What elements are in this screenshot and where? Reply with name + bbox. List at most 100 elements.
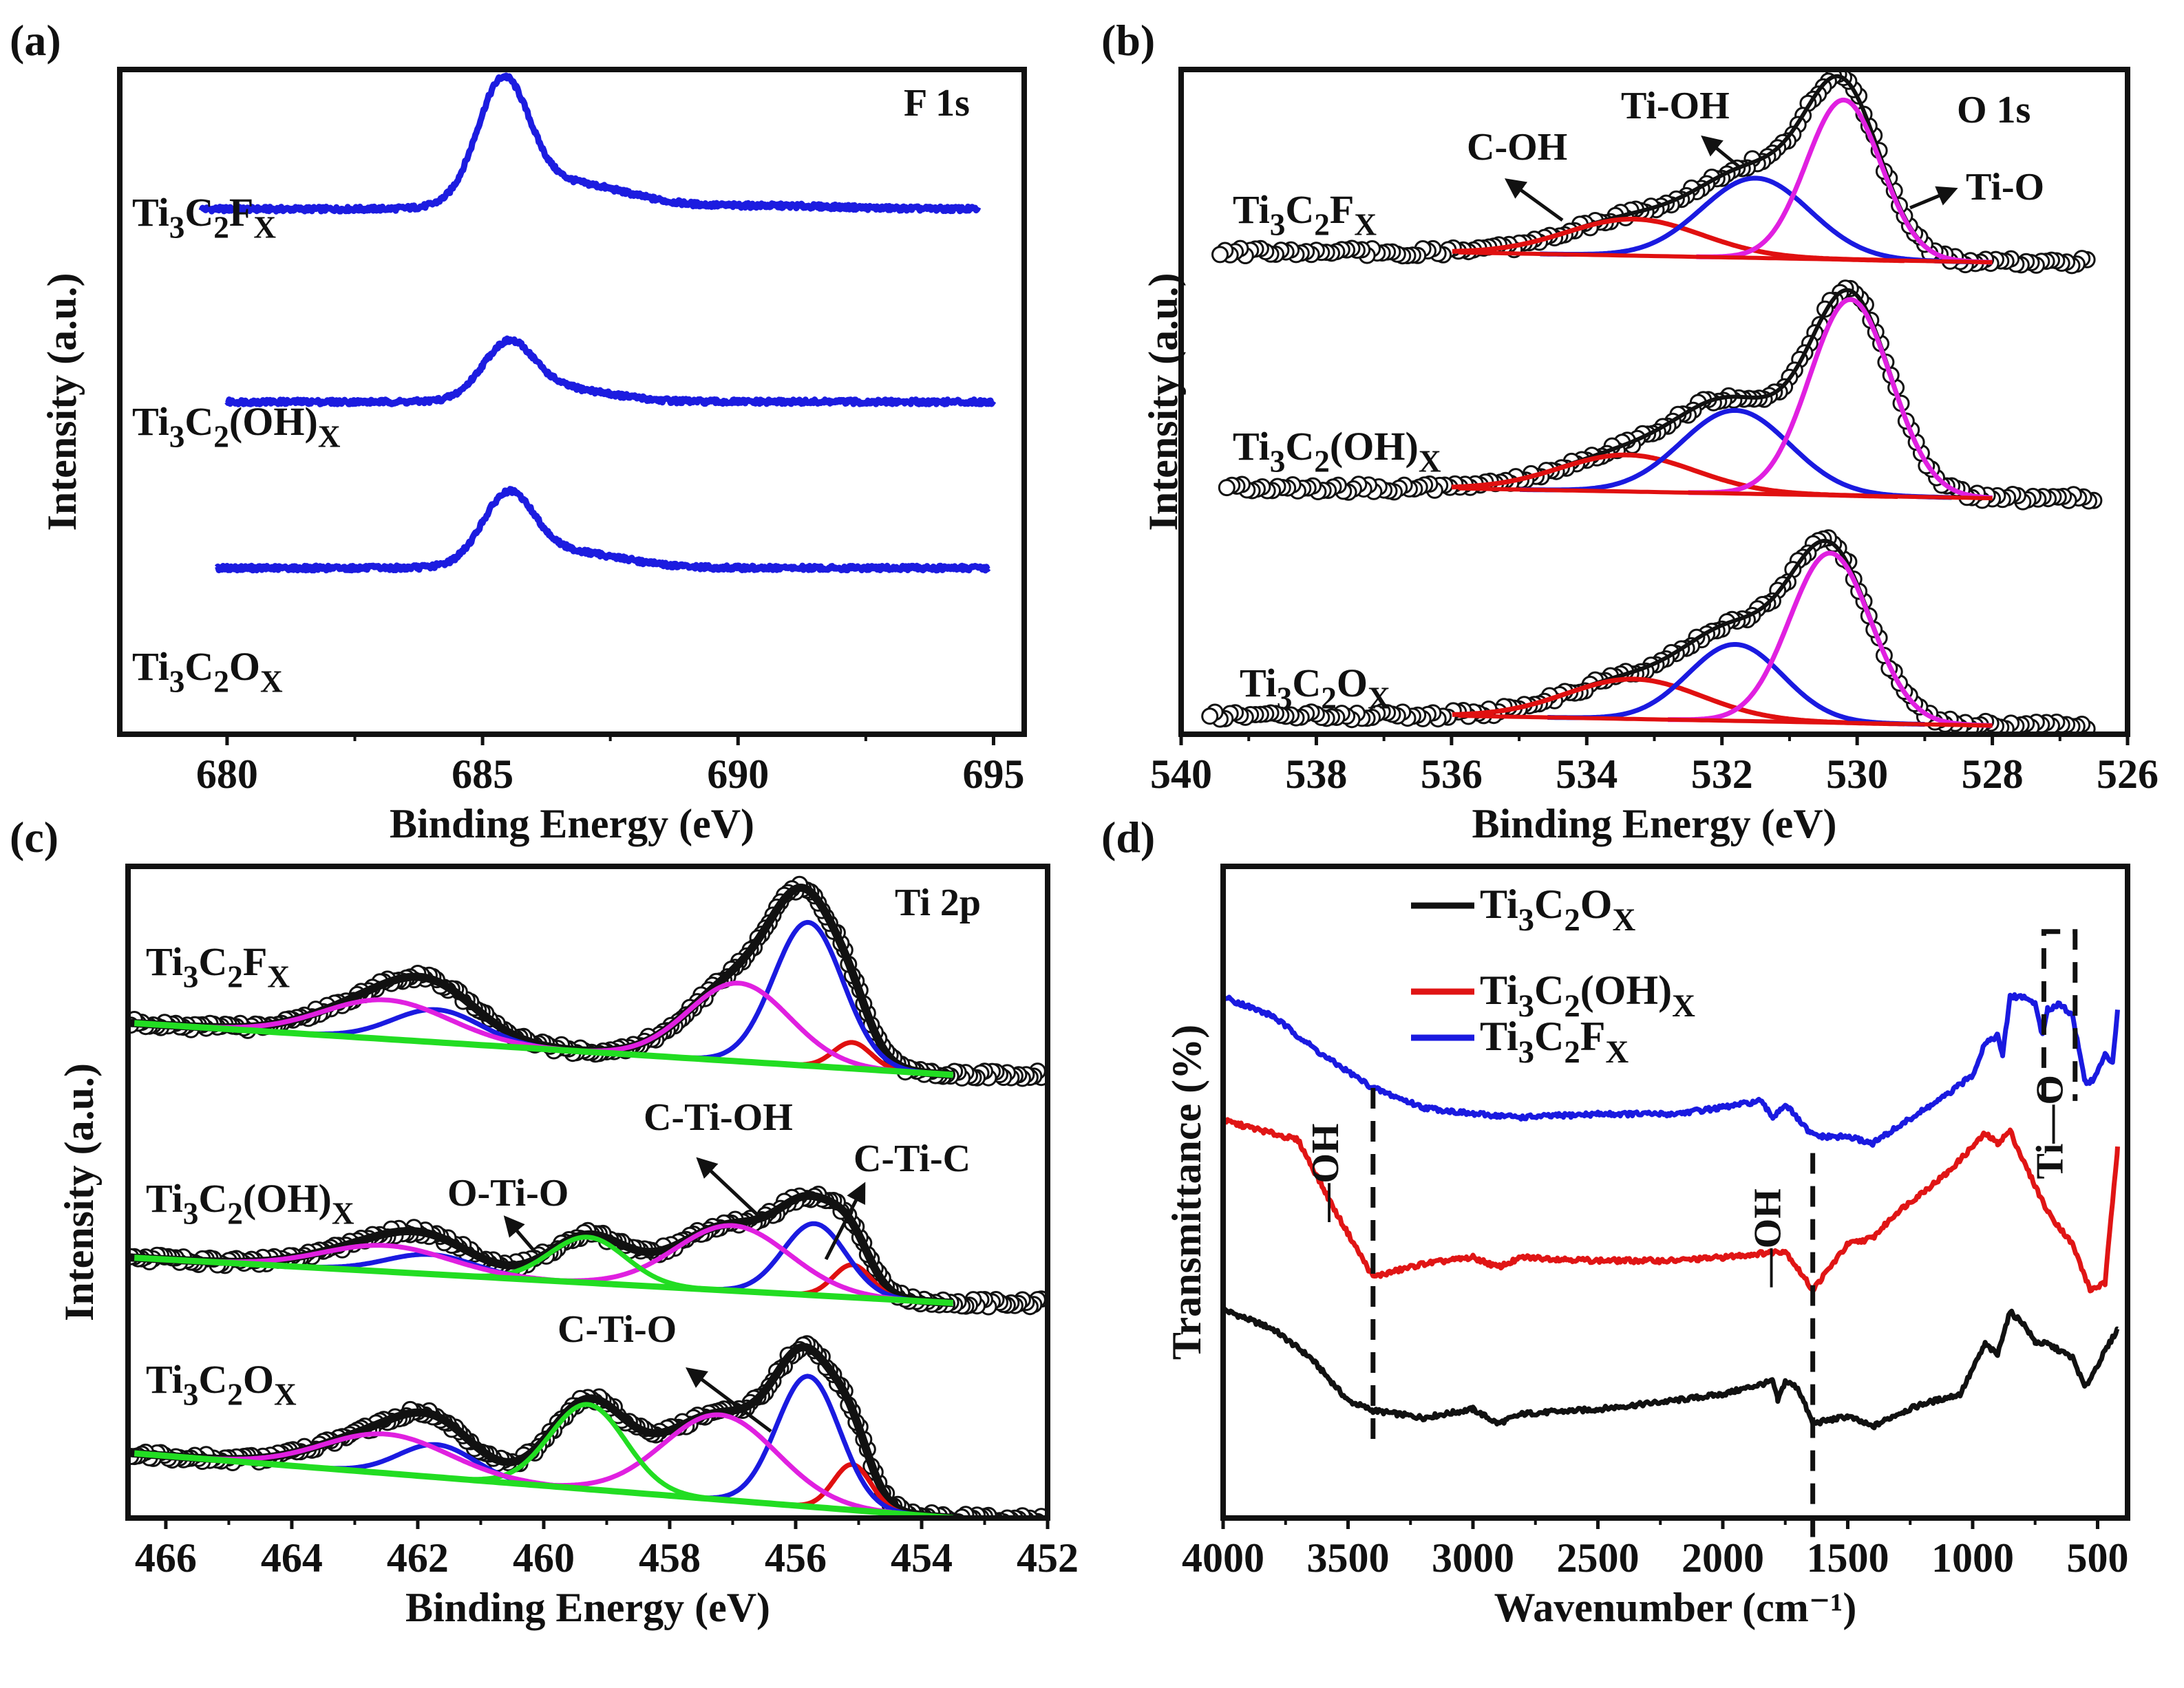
plot-frame xyxy=(1178,67,2130,737)
x-tick-label: 1500 xyxy=(1806,1535,1889,1581)
x-axis-label: Wavenumber (cm⁻¹) xyxy=(1494,1585,1857,1630)
sample-label: Ti3C2(OH)X xyxy=(146,1176,354,1230)
fit-background xyxy=(1458,250,1993,265)
peak-annotation: C-Ti-C xyxy=(854,1137,971,1180)
panel-label: (a) xyxy=(10,16,61,65)
oh-band-label: —OH xyxy=(1304,1124,1347,1223)
sample-label: Ti3C2FX xyxy=(1233,187,1377,242)
peak-annotation: O-Ti-O xyxy=(447,1172,569,1215)
panel-label: (d) xyxy=(1101,813,1155,862)
plot-area xyxy=(1223,992,2120,1431)
sample-label: Ti3C2OX xyxy=(146,1357,297,1411)
x-tick-label: 454 xyxy=(891,1535,953,1581)
peak-annotation: Ti-OH xyxy=(1621,85,1730,127)
y-axis-label: Transmittance (%) xyxy=(1164,1025,1209,1360)
x-tick-label: 538 xyxy=(1285,751,1347,797)
y-axis-label: Intensity (a.u.) xyxy=(56,1063,102,1321)
x-tick-label: 456 xyxy=(765,1535,827,1581)
annotation-arrow xyxy=(1701,135,1743,170)
sample-label: Ti3C2OX xyxy=(132,644,283,698)
x-tick-label: 3000 xyxy=(1432,1535,1514,1581)
x-tick-label: 464 xyxy=(261,1535,323,1581)
x-tick-label: 534 xyxy=(1556,751,1618,797)
x-tick-label: 462 xyxy=(387,1535,449,1581)
x-tick-label: 526 xyxy=(2097,751,2159,797)
sample-label: Ti3C2OX xyxy=(1240,661,1390,715)
sample-label: Ti3C2FX xyxy=(132,190,276,244)
x-tick-label: 695 xyxy=(962,751,1024,797)
peak-annotation: Ti-O xyxy=(1966,166,2044,209)
x-tick-label: 2000 xyxy=(1682,1535,1764,1581)
plot-frame xyxy=(125,864,1050,1521)
core-level-title: F 1s xyxy=(904,82,970,125)
x-tick-label: 1000 xyxy=(1931,1535,2014,1581)
fit-component xyxy=(1547,642,1925,727)
peak-annotation: C-Ti-OH xyxy=(644,1096,793,1139)
panel-label: (b) xyxy=(1101,16,1155,65)
ftir-spectrum xyxy=(1223,1117,2120,1294)
fit-component xyxy=(1667,551,1993,728)
x-tick-label: 4000 xyxy=(1182,1535,1264,1581)
x-tick-label: 2500 xyxy=(1556,1535,1639,1581)
annotation-arrow xyxy=(696,1157,759,1216)
x-axis-label: Binding Energy (eV) xyxy=(390,801,754,846)
panel-c: 466 464 462 460 458 456 454 452 Binding Energy (… xyxy=(56,864,1079,1630)
fit-component xyxy=(1519,407,1953,500)
fit-component xyxy=(1688,297,1993,500)
spectrum-line xyxy=(198,72,982,215)
x-tick-label: 530 xyxy=(1826,751,1888,797)
x-tick-label: 452 xyxy=(1017,1535,1079,1581)
annotation-arrow xyxy=(1504,178,1564,222)
fit-background xyxy=(134,1254,953,1306)
oh-band-label: —OH xyxy=(1746,1188,1789,1288)
x-tick-label: 528 xyxy=(1962,751,2024,797)
fit-background xyxy=(1458,714,1993,728)
x-tick-label: 458 xyxy=(639,1535,701,1581)
annotation-arrow xyxy=(824,1182,866,1261)
ti-o-marker-box xyxy=(2041,929,2078,1101)
sample-label: Ti3C2(OH)X xyxy=(132,399,341,453)
legend-label: Ti3C2OX xyxy=(1480,882,1635,938)
core-level-title: Ti 2p xyxy=(895,882,981,924)
y-axis-label: Intensity (a.u.) xyxy=(39,273,85,531)
x-tick-label: 500 xyxy=(2066,1535,2128,1581)
x-tick-label: 680 xyxy=(196,751,258,797)
x-axis-label: Binding Energy (eV) xyxy=(405,1585,770,1630)
plot-area xyxy=(198,72,997,574)
x-tick-label: 690 xyxy=(707,751,769,797)
fit-component xyxy=(670,919,948,1077)
plot-area xyxy=(128,875,1048,1518)
panel-d: 4000 3500 3000 2500 2000 1500 1000 500 Wavenumbe… xyxy=(1164,864,2130,1630)
sample-label: Ti3C2FX xyxy=(146,939,290,994)
plot-frame xyxy=(117,67,1027,737)
fit-background xyxy=(1458,486,1993,501)
core-level-title: O 1s xyxy=(1957,89,2031,131)
fit-background xyxy=(134,1020,953,1078)
data-point xyxy=(1218,479,1236,497)
x-tick-label: 536 xyxy=(1421,751,1483,797)
spectrum-line xyxy=(214,486,991,574)
x-tick-label: 3500 xyxy=(1306,1535,1389,1581)
peak-annotation: C-Ti-O xyxy=(558,1308,677,1351)
annotation-arrow xyxy=(1909,186,1958,210)
x-tick-label: 532 xyxy=(1691,751,1753,797)
x-tick-label: 466 xyxy=(135,1535,197,1581)
ti-o-band-label: Ti—O xyxy=(2029,1075,2072,1179)
fit-background xyxy=(134,1450,954,1518)
x-tick-label: 540 xyxy=(1150,751,1212,797)
panel-a: 680 685 690 695 Binding Energy (eV) Intensity… xyxy=(39,67,1027,846)
data-point xyxy=(1201,707,1219,725)
x-tick-label: 685 xyxy=(452,751,513,797)
fit-component xyxy=(682,1374,935,1518)
plot-frame xyxy=(1220,864,2130,1521)
annotation-arrow xyxy=(686,1367,772,1433)
plot-area xyxy=(1201,70,2103,734)
ftir-spectrum xyxy=(1223,992,2120,1148)
annotation-arrow xyxy=(503,1215,537,1254)
peak-annotation: C-OH xyxy=(1467,126,1567,169)
x-axis-label: Binding Energy (eV) xyxy=(1472,801,1836,846)
sample-label: Ti3C2(OH)X xyxy=(1233,424,1441,478)
panel-label: (c) xyxy=(10,813,59,862)
legend-label: Ti3C2FX xyxy=(1480,1014,1629,1070)
